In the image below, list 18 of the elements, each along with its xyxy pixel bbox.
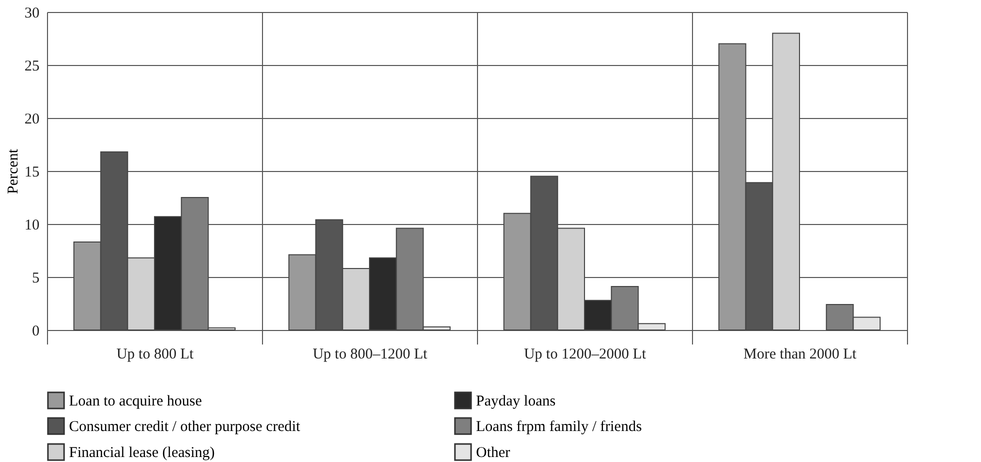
- legend-label: Financial lease (leasing): [69, 445, 215, 461]
- x-tick-label: Up to 800–1200 Lt: [312, 346, 428, 362]
- y-tick-label: 25: [24, 58, 40, 74]
- y-tick-label: 5: [32, 270, 40, 286]
- legend-label: Payday loans: [476, 393, 556, 410]
- legend-label: Loans frpm family / friends: [476, 419, 642, 435]
- y-tick-label: 20: [24, 112, 40, 128]
- y-tick-label: 15: [24, 164, 40, 180]
- x-tick-label: More than 2000 Lt: [744, 346, 858, 362]
- y-tick-label: 10: [24, 218, 40, 234]
- legend-label: Consumer credit / other purpose credit: [69, 419, 302, 435]
- y-axis-title: Percent: [6, 148, 22, 194]
- y-tick-label: 30: [24, 6, 40, 22]
- y-tick-label: 0: [32, 324, 40, 340]
- x-tick-label: Up to 800 Lt: [116, 346, 194, 362]
- x-tick-label: Up to 1200–2000 Lt: [524, 346, 647, 362]
- legend-label: Other: [476, 445, 510, 461]
- legend-label: Loan to acquire house: [69, 393, 202, 410]
